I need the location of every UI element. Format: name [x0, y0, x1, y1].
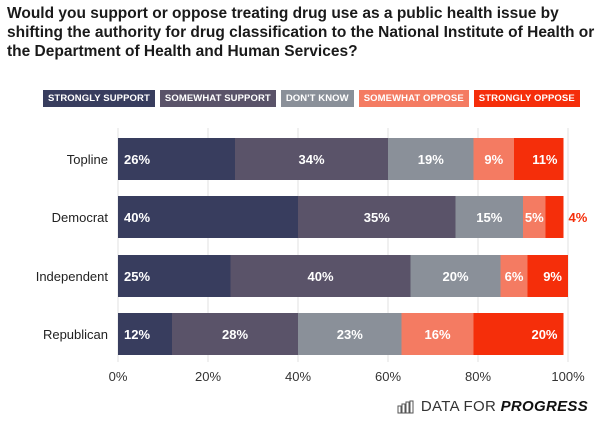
- bar-segment: [473, 313, 564, 355]
- x-tick-label: 100%: [551, 369, 585, 384]
- brand-logo: DATA FOR PROGRESS: [397, 398, 588, 415]
- legend-item: STRONGLY SUPPORT: [43, 90, 155, 107]
- legend-item: SOMEWHAT SUPPORT: [159, 90, 276, 107]
- brand-text-bold: PROGRESS: [500, 398, 588, 415]
- bar-segment: [230, 255, 411, 297]
- data-label: 16%: [424, 327, 450, 342]
- legend-item: DON'T KNOW: [280, 90, 354, 107]
- bar-segment: [523, 196, 546, 238]
- bar-segment: [118, 138, 235, 180]
- data-label: 23%: [337, 327, 363, 342]
- data-label: 9%: [484, 152, 503, 167]
- bar-segment: [118, 313, 172, 355]
- data-label: 6%: [505, 269, 524, 284]
- bar-segment: [514, 138, 564, 180]
- legend-item: STRONGLY OPPOSE: [473, 90, 580, 107]
- bar-segment: [545, 196, 564, 238]
- legend-item: SOMEWHAT OPPOSE: [358, 90, 469, 107]
- bar-segment: [172, 313, 298, 355]
- category-label: Topline: [67, 152, 108, 167]
- bar-segment: [118, 255, 231, 297]
- bar-segment: [235, 138, 388, 180]
- data-label: 20%: [531, 327, 557, 342]
- bar-segment: [473, 138, 514, 180]
- chart-title: Would you support or oppose treating dru…: [7, 5, 595, 60]
- x-tick-label: 20%: [195, 369, 221, 384]
- legend: STRONGLY SUPPORT SOMEWHAT SUPPORT DON'T KN…: [43, 90, 580, 107]
- x-tick-label: 60%: [375, 369, 401, 384]
- bar-segment: [388, 138, 474, 180]
- data-label: 11%: [532, 152, 558, 167]
- data-label: 34%: [298, 152, 324, 167]
- bar-segment: [401, 313, 474, 355]
- data-label: 5%: [525, 210, 544, 225]
- data-label: 25%: [124, 269, 150, 284]
- data-label: 15%: [476, 210, 502, 225]
- category-label: Independent: [36, 269, 109, 284]
- category-label: Republican: [43, 327, 108, 342]
- data-label: 35%: [364, 210, 390, 225]
- bar-segment: [500, 255, 528, 297]
- x-tick-label: 40%: [285, 369, 311, 384]
- bar-chart-logo-icon: [397, 400, 414, 413]
- brand-text-regular: DATA FOR: [420, 398, 497, 415]
- bar-segment: [455, 196, 523, 238]
- bar-segment: [118, 196, 298, 238]
- data-label: 20%: [442, 269, 468, 284]
- data-label: 4%: [569, 210, 588, 225]
- data-label: 19%: [418, 152, 444, 167]
- x-tick-label: 80%: [465, 369, 491, 384]
- x-tick-label: 0%: [109, 369, 128, 384]
- bar-segment: [298, 313, 402, 355]
- data-label: 12%: [124, 327, 150, 342]
- data-label: 9%: [543, 269, 562, 284]
- data-label: 40%: [124, 210, 150, 225]
- bar-segment: [527, 255, 568, 297]
- data-label: 40%: [307, 269, 333, 284]
- bar-segment: [298, 196, 456, 238]
- bar-segment: [410, 255, 501, 297]
- data-label: 26%: [124, 152, 150, 167]
- category-label: Democrat: [52, 210, 109, 225]
- data-label: 28%: [222, 327, 248, 342]
